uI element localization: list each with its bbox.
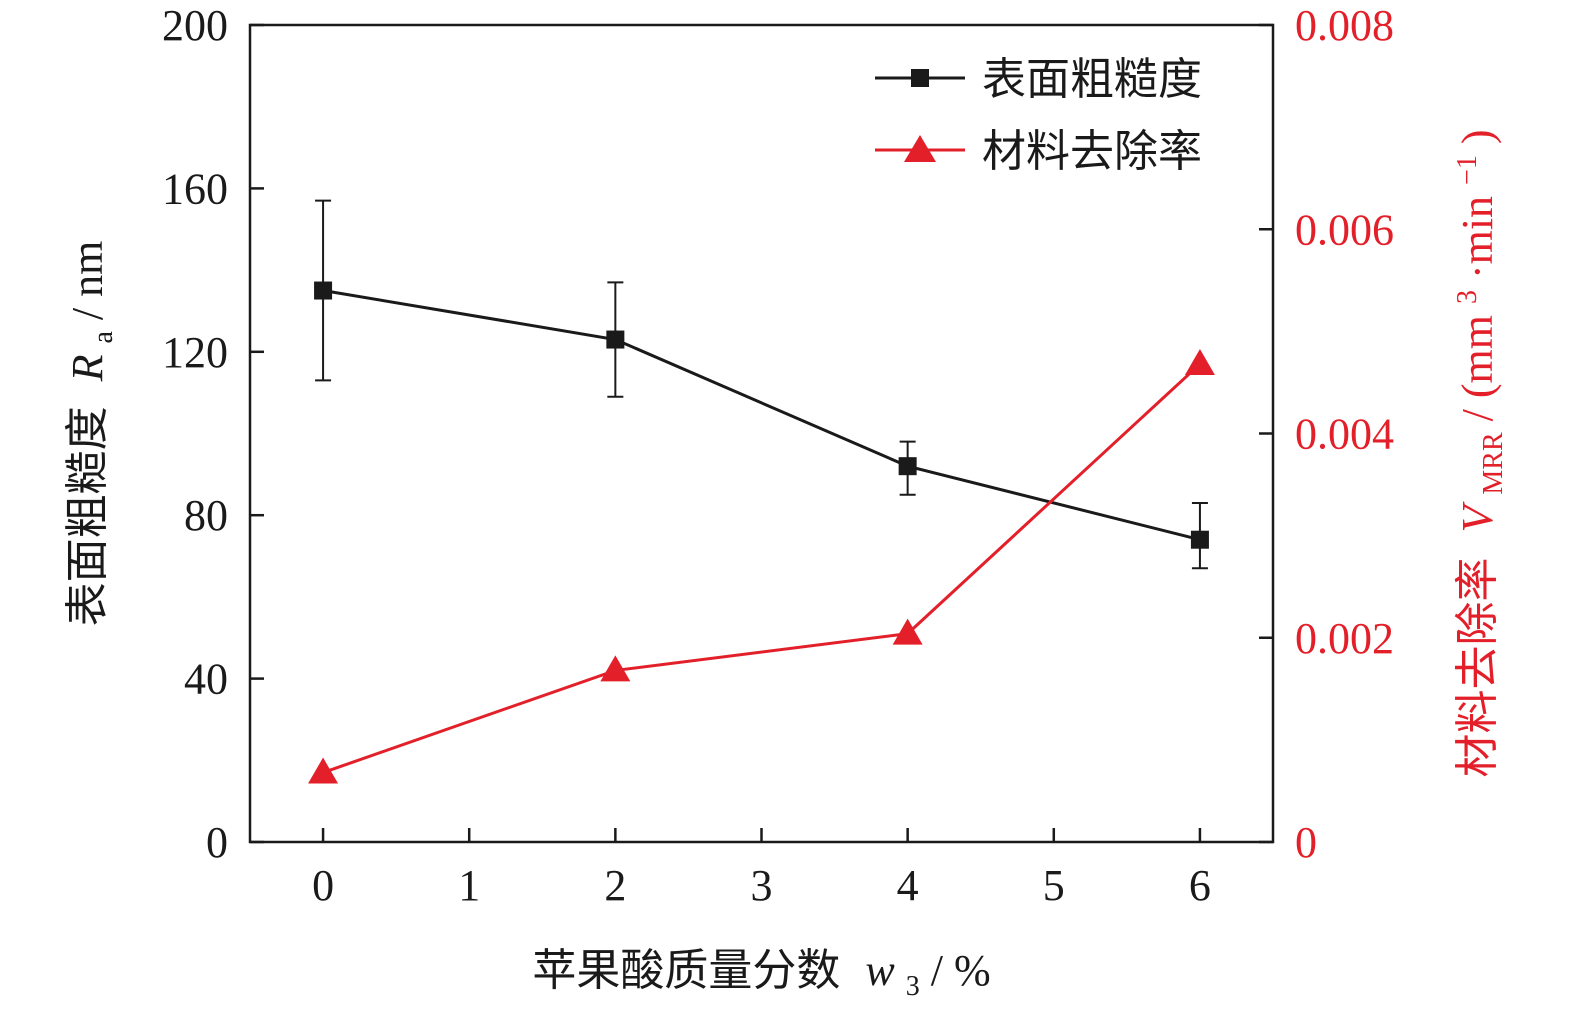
legend-marker-triangle: [904, 135, 936, 162]
right-y-axis-unit-mid: ·min: [1453, 196, 1502, 279]
left-y-axis-label: 表面粗糙度: [63, 406, 112, 626]
x-tick-label: 6: [1189, 861, 1211, 910]
right-y-tick-label: 0.008: [1295, 1, 1394, 50]
legend: 表面粗糙度 材料去除率: [875, 55, 1202, 176]
left-y-tick-label: 160: [162, 164, 228, 213]
right-y-axis-title-group: 材料去除率 V MRR / (mm 3 ·min −1 ): [1437, 129, 1512, 777]
x-tick-label: 5: [1043, 861, 1065, 910]
data-point-triangle: [1184, 349, 1215, 376]
x-axis-symbol: w: [865, 946, 895, 995]
legend-label-roughness: 表面粗糙度: [982, 55, 1202, 104]
left-y-tick-label: 40: [184, 655, 228, 704]
x-tick-label: 4: [897, 861, 919, 910]
right-y-tick-label: 0: [1295, 818, 1317, 867]
right-y-axis-symbol: V: [1453, 501, 1502, 533]
right-y-axis-unit-suffix: ): [1453, 129, 1502, 144]
x-axis-label: 苹果酸质量分数: [532, 946, 840, 995]
legend-marker-square: [911, 69, 929, 87]
x-tick-label: 0: [312, 861, 334, 910]
left-y-axis-subscript: a: [88, 331, 119, 344]
series-line-roughness: [322, 289, 1201, 542]
right-y-axis-ticks: 0 0.002 0.004 0.006 0.008: [1259, 1, 1394, 867]
right-y-axis-unit-sup1: 3: [1452, 290, 1483, 304]
left-y-axis-ticks: 0 40 80 120 160 200: [162, 1, 264, 867]
left-y-tick-label: 200: [162, 1, 228, 50]
data-point-square: [898, 457, 917, 476]
data-point-triangle: [600, 655, 631, 682]
x-axis-unit: / %: [931, 946, 991, 995]
series-layer: [308, 199, 1215, 784]
right-y-tick-label: 0.006: [1295, 205, 1394, 254]
data-point-triangle: [892, 618, 923, 645]
x-tick-label: 2: [604, 861, 626, 910]
x-axis-title: 苹果酸质量分数 w 3 / %: [532, 946, 990, 1005]
data-point-square: [1190, 530, 1209, 549]
right-y-axis-label: 材料去除率: [1453, 558, 1502, 778]
x-axis-ticks: 0 1 2 3 4 5 6: [312, 828, 1211, 910]
data-point-square: [606, 330, 625, 349]
series-line-removal-rate: [322, 362, 1201, 774]
right-y-tick-label: 0.004: [1295, 410, 1394, 459]
right-y-axis-unit-prefix: / (mm: [1453, 315, 1502, 421]
left-y-tick-label: 120: [162, 328, 228, 377]
left-y-tick-label: 80: [184, 491, 228, 540]
left-y-axis-symbol: R: [63, 354, 112, 382]
right-y-axis-title: 材料去除率 V MRR / (mm 3 ·min −1 ): [1437, 129, 1512, 777]
x-tick-label: 1: [458, 861, 480, 910]
x-tick-label: 3: [751, 861, 773, 910]
legend-label-removal-rate: 材料去除率: [982, 127, 1202, 176]
left-y-axis-unit: / nm: [63, 241, 112, 320]
left-y-tick-label: 0: [206, 818, 228, 867]
right-y-axis-unit-sup2: −1: [1452, 155, 1483, 185]
left-y-axis-title-group: 表面粗糙度 R a / nm: [63, 241, 122, 627]
right-y-axis-subscript: MRR: [1478, 432, 1509, 495]
right-y-tick-label: 0.002: [1295, 614, 1394, 663]
data-point-square: [314, 281, 333, 300]
left-y-axis-title: 表面粗糙度 R a / nm: [63, 241, 122, 627]
data-point-triangle: [308, 757, 339, 784]
x-axis-subscript: 3: [906, 971, 920, 1002]
